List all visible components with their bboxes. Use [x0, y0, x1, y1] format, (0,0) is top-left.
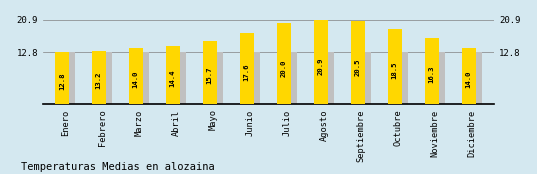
Bar — [172, 52, 186, 104]
Bar — [98, 52, 112, 104]
Text: 18.5: 18.5 — [391, 62, 397, 79]
Text: 13.2: 13.2 — [96, 72, 102, 89]
Bar — [209, 52, 223, 104]
Text: 14.4: 14.4 — [170, 69, 176, 87]
Text: 20.9: 20.9 — [317, 57, 324, 75]
Bar — [92, 51, 106, 104]
Bar — [135, 52, 149, 104]
Bar — [461, 48, 476, 104]
Bar — [246, 52, 260, 104]
Bar — [468, 52, 482, 104]
Text: 17.6: 17.6 — [244, 64, 250, 81]
Bar — [357, 52, 371, 104]
Text: 14.0: 14.0 — [466, 70, 471, 88]
Bar — [320, 52, 335, 104]
Text: 14.0: 14.0 — [133, 70, 139, 88]
Bar — [129, 48, 143, 104]
Text: 20.5: 20.5 — [354, 58, 361, 76]
Text: 20.0: 20.0 — [281, 59, 287, 77]
Bar — [394, 52, 408, 104]
Text: 16.3: 16.3 — [429, 66, 434, 83]
Text: 15.7: 15.7 — [207, 67, 213, 84]
Bar — [55, 52, 69, 104]
Bar — [388, 29, 402, 104]
Bar — [240, 33, 253, 104]
Text: 12.8: 12.8 — [59, 72, 65, 90]
Bar — [431, 52, 445, 104]
Bar — [202, 41, 217, 104]
Bar — [284, 52, 297, 104]
Bar — [61, 52, 76, 104]
Text: Temperaturas Medias en alozaina: Temperaturas Medias en alozaina — [21, 162, 215, 172]
Bar — [277, 23, 291, 104]
Bar — [425, 38, 439, 104]
Bar — [351, 21, 365, 104]
Bar — [166, 46, 180, 104]
Bar — [314, 19, 328, 104]
